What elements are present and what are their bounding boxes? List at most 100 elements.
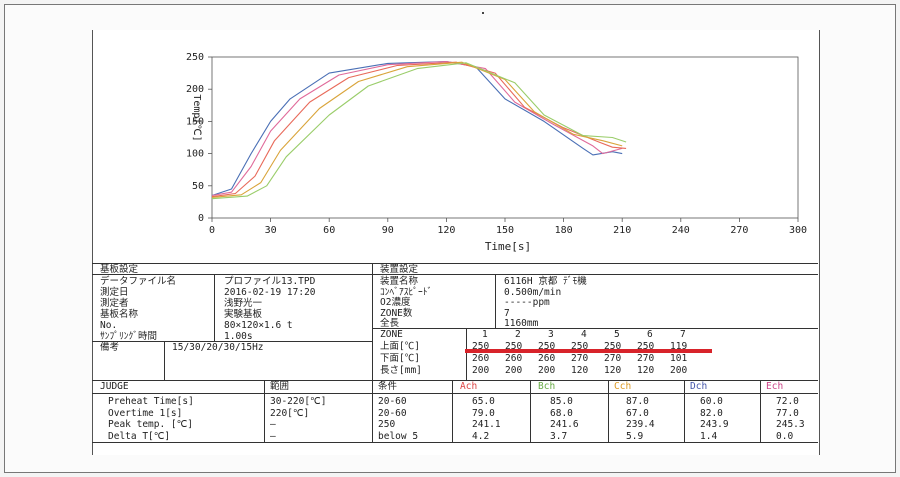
remarks-divider <box>164 341 165 380</box>
zone-number: 1 <box>482 329 488 340</box>
judge-col6 <box>684 380 685 442</box>
judge-e-cell: 0.0 <box>776 430 794 442</box>
table-top-border <box>92 263 818 264</box>
x-tick-label: 210 <box>613 225 631 236</box>
device-row-label: ｺﾝﾍﾞｱｽﾋﾟｰﾄﾞ <box>380 286 433 298</box>
zone-length: 200 <box>505 365 523 376</box>
substrate-row-label: データファイル名 <box>100 276 177 287</box>
zone-length: 200 <box>670 365 688 376</box>
ach-header: Ach <box>460 381 478 392</box>
judge-c-cell: 67.0 <box>626 407 649 419</box>
series-line-3 <box>211 61 627 198</box>
judge-e-cell: 245.3 <box>776 419 805 430</box>
remarks-value: 15/30/20/30/15Hz <box>172 342 264 353</box>
x-tick-label: 150 <box>496 225 514 236</box>
device-row-value: -----ppm <box>504 297 550 308</box>
speck <box>482 12 484 14</box>
judge-col3 <box>452 380 453 442</box>
lower-temp: 270 <box>571 353 589 364</box>
substrate-row-label: 基板名称 <box>100 309 139 320</box>
lower-temp: 260 <box>505 353 523 364</box>
substrate-row-label: No. <box>100 320 118 331</box>
judge-col7 <box>760 380 761 442</box>
x-tick-label: 270 <box>730 225 748 236</box>
zone-label-divider <box>466 328 467 380</box>
substrate-row-value: 80×120×1.6 t <box>224 320 293 331</box>
judge-range-cell: 30-220[℃] <box>270 396 327 407</box>
zone-number: 6 <box>647 329 653 340</box>
judge-col4 <box>530 380 531 442</box>
judge-d-cell: 82.0 <box>700 407 723 419</box>
judge-header: JUDGE <box>100 381 129 392</box>
device-col-divider <box>495 274 496 328</box>
judge-e-cell: 77.0 <box>776 407 799 419</box>
zone-top-border <box>372 328 818 329</box>
section-divider <box>372 263 373 380</box>
ech-header: Ech <box>766 381 784 392</box>
device-row-label: 装置名称 <box>380 276 419 287</box>
substrate-row-label: 測定日 <box>100 287 129 298</box>
red-underline-mark <box>465 349 712 353</box>
length-label: 長さ[mm] <box>380 365 422 376</box>
cond-header: 条件 <box>378 381 398 392</box>
judge-d-cell: 243.9 <box>700 419 729 430</box>
upper-temp: 250 <box>472 341 490 352</box>
judge-name-cell: Peak temp. [℃] <box>108 419 194 430</box>
device-row-value: 1160mm <box>504 318 539 329</box>
judge-name-cell: Delta T[℃] <box>108 430 171 442</box>
zone-number: 2 <box>515 329 521 340</box>
upper-temp: 250 <box>637 341 655 352</box>
y-tick-label: 150 <box>186 116 204 127</box>
lower-temp: 260 <box>472 353 490 364</box>
substrate-row-value: 1.00s <box>224 331 253 342</box>
upper-temp: 250 <box>604 341 622 352</box>
upper-temp: 250 <box>505 341 523 352</box>
y-tick-label: 250 <box>186 52 204 63</box>
zone-length: 120 <box>571 365 589 376</box>
device-row-label: O2濃度 <box>380 297 411 308</box>
zone-number: 7 <box>680 329 686 340</box>
range-header: 範囲 <box>270 381 290 392</box>
judge-e-cell: 72.0 <box>776 396 799 407</box>
judge-range-cell: — <box>270 419 276 430</box>
judge-b-cell: 3.7 <box>550 430 568 442</box>
report-sheet <box>92 30 820 455</box>
lower-temp: 270 <box>604 353 622 364</box>
substrate-header: 基板設定 <box>100 264 139 275</box>
x-tick-label: 300 <box>789 225 807 236</box>
y-tick-label: 100 <box>186 149 204 160</box>
judge-top-border <box>92 380 818 381</box>
plot-area <box>211 56 799 219</box>
device-header: 装置設定 <box>380 264 419 275</box>
zone-number: 4 <box>581 329 587 340</box>
substrate-row-value: プロファイル13.TPD <box>224 276 316 287</box>
x-tick-label: 90 <box>382 225 394 236</box>
judge-col5 <box>608 380 609 442</box>
bch-header: Bch <box>538 381 556 392</box>
judge-cond-cell: 250 <box>378 419 396 430</box>
substrate-row-value: 2016-02-19 17:20 <box>224 287 316 298</box>
lower-temp: 270 <box>637 353 655 364</box>
x-tick-label: 30 <box>265 225 277 236</box>
lower-temp: 260 <box>538 353 556 364</box>
x-axis-label: Time[s] <box>485 240 531 253</box>
substrate-row-value: 浅野光一 <box>224 298 263 309</box>
judge-col2 <box>372 380 373 442</box>
judge-c-cell: 5.9 <box>626 430 644 442</box>
chart-axes: 0 30 60 90 120 150 180 210 240 270 300 0 50 100 150 200… <box>186 52 807 236</box>
series-line-2 <box>211 60 623 197</box>
header-underline <box>92 274 818 275</box>
judge-name-cell: Preheat Time[s] <box>108 396 194 407</box>
device-row-label: 全長 <box>380 318 400 329</box>
device-row-value: 7 <box>504 307 510 319</box>
zone-label: ZONE <box>380 329 403 340</box>
judge-a-cell: 241.1 <box>472 419 501 430</box>
zone-number: 3 <box>548 329 554 340</box>
judge-d-cell: 60.0 <box>700 396 723 407</box>
dch-header: Dch <box>690 381 708 392</box>
substrate-row-value: 実験基板 <box>224 309 263 320</box>
judge-b-cell: 68.0 <box>550 407 573 419</box>
x-tick-label: 120 <box>437 225 455 236</box>
device-row-value: 6116H 京都 ﾃﾞﾓ機 <box>504 276 587 287</box>
x-tick-label: 0 <box>209 225 215 236</box>
